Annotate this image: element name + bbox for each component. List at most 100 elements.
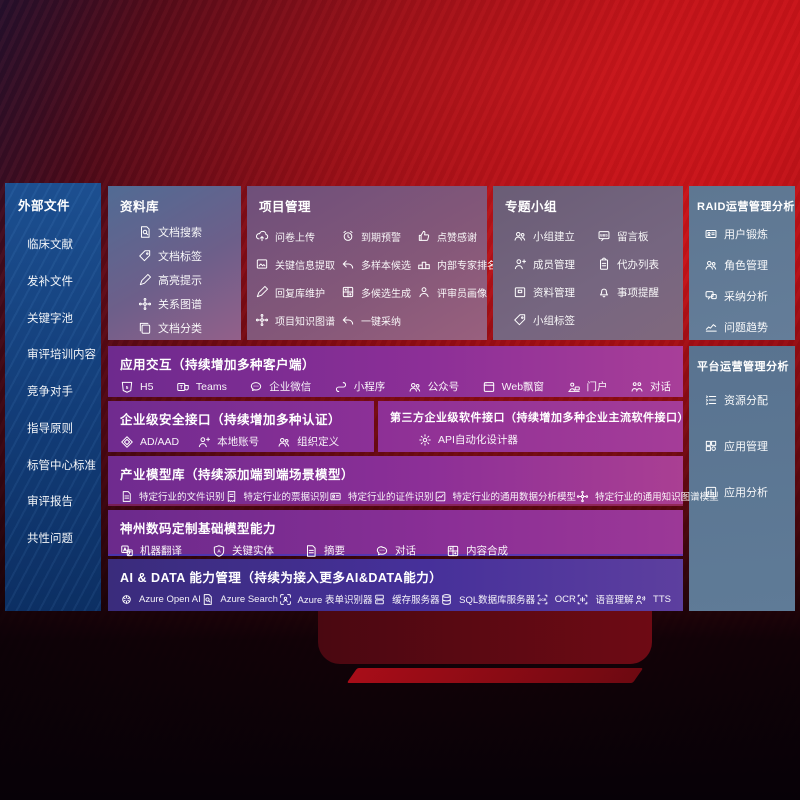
translate-icon	[120, 544, 134, 558]
feature-item[interactable]: 一键采纳	[341, 306, 411, 334]
feature-item[interactable]: 关系图谱	[138, 294, 241, 313]
feature-item[interactable]: 采纳分析	[704, 286, 795, 305]
item-label: 留言板	[617, 230, 649, 243]
feature-item[interactable]: 应用管理	[704, 436, 795, 455]
service-item[interactable]: Azure Search	[201, 593, 278, 606]
auth-item[interactable]: AD/AAD	[120, 435, 179, 449]
openai-icon	[120, 593, 133, 606]
chat-icon	[375, 544, 389, 558]
feature-item[interactable]: 资源分配	[704, 390, 795, 409]
sidebar-item[interactable]: 临床文献	[27, 236, 101, 252]
teams-icon	[176, 380, 190, 394]
feature-item[interactable]: 用户锻炼	[704, 224, 795, 243]
thumb-icon	[417, 229, 431, 243]
client-item[interactable]: Web飘窗	[482, 379, 544, 394]
feature-item[interactable]: 评审员画像	[417, 278, 497, 306]
item-label: 文档标签	[158, 250, 202, 263]
capability-item[interactable]: 摘要	[304, 543, 345, 558]
capability-item[interactable]: 内容合成	[446, 543, 508, 558]
tag-icon	[138, 249, 152, 263]
client-item[interactable]: 小程序	[334, 379, 386, 394]
model-item[interactable]: 特定行业的文件识别	[120, 489, 225, 503]
service-item[interactable]: 语音理解	[576, 592, 633, 606]
sidebar-item[interactable]: 关键字池	[27, 310, 101, 326]
capability-item[interactable]: 关键实体	[212, 543, 274, 558]
sidebar-item[interactable]: 竞争对手	[27, 383, 101, 399]
item-label: 项目知识图谱	[275, 316, 335, 328]
model-item[interactable]: 特定行业的通用数据分析模型	[434, 489, 576, 503]
feature-item[interactable]: 代办列表	[597, 250, 659, 278]
feature-item[interactable]: 留言板	[597, 222, 659, 250]
item-label: 小程序	[353, 381, 386, 393]
chatduo-icon	[630, 380, 644, 394]
feature-item[interactable]: 文档分类	[138, 318, 241, 337]
people-icon	[277, 435, 291, 449]
feature-item[interactable]: 回复库维护	[255, 278, 335, 306]
client-item[interactable]: 对话	[630, 379, 671, 394]
sidebar-item[interactable]: 标管中心标准	[27, 457, 101, 473]
feature-item[interactable]: 资料管理	[513, 278, 575, 306]
auth-item[interactable]: 本地账号	[197, 434, 259, 449]
item-label: 资料管理	[533, 286, 575, 299]
puzzle-icon	[341, 285, 355, 299]
feature-item[interactable]: 文档搜索	[138, 222, 241, 241]
client-item[interactable]: H5	[120, 380, 153, 394]
feature-item[interactable]: 点赞感谢	[417, 222, 497, 250]
sidebar-item[interactable]: 指导原则	[27, 420, 101, 436]
feature-item[interactable]: 角色管理	[704, 255, 795, 274]
feature-item[interactable]: 多候选生成	[341, 278, 411, 306]
sidebar-item[interactable]: 共性问题	[27, 530, 101, 546]
item-label: 标管中心标准	[27, 459, 96, 472]
db-icon	[440, 593, 453, 606]
person-icon	[417, 285, 431, 299]
tts-icon	[634, 593, 647, 606]
model-item[interactable]: 特定行业的证件识别	[329, 489, 434, 503]
sidebar-item[interactable]: 发补文件	[27, 273, 101, 289]
service-item[interactable]: Azure Open AI	[120, 593, 201, 606]
feature-item[interactable]: 应用分析	[704, 482, 795, 501]
feature-item[interactable]: 文档标签	[138, 246, 241, 265]
feature-item[interactable]: 成员管理	[513, 250, 575, 278]
client-item[interactable]: Teams	[176, 380, 227, 394]
capability-item[interactable]: 对话	[375, 543, 416, 558]
item-label: Teams	[195, 380, 227, 393]
service-item[interactable]: OCR	[536, 593, 576, 606]
service-item[interactable]: 缓存服务器	[373, 592, 440, 606]
item-label: 应用分析	[724, 486, 768, 499]
item-label: 应用管理	[724, 440, 768, 453]
graph-icon	[255, 313, 269, 327]
service-item[interactable]: Azure 表单识别器	[279, 592, 372, 606]
feature-item[interactable]: 高亮提示	[138, 270, 241, 289]
auth-item[interactable]: 组织定义	[277, 434, 339, 449]
bell-icon	[597, 285, 611, 299]
client-item[interactable]: 公众号	[408, 379, 459, 394]
capability-item[interactable]: 机器翻译	[120, 543, 182, 558]
model-item[interactable]: 特定行业的票据识别	[225, 489, 329, 503]
feature-item[interactable]: 问卷上传	[255, 222, 335, 250]
feature-item[interactable]: 小组标签	[513, 306, 575, 334]
feature-item[interactable]: 内部专家排名	[417, 250, 497, 278]
sidebar-item[interactable]: 审评培训内容	[27, 346, 101, 362]
feature-item[interactable]: 事项提醒	[597, 278, 659, 306]
tag-icon	[513, 313, 527, 327]
interface-item[interactable]: API自动化设计器	[418, 432, 518, 447]
feature-item[interactable]: 项目知识图谱	[255, 306, 335, 334]
feature-item[interactable]: 到期预警	[341, 222, 411, 250]
client-item[interactable]: 门户	[567, 379, 608, 394]
item-label: 采纳分析	[724, 290, 768, 303]
item-label: 特定行业的证件识别	[348, 492, 434, 503]
feature-item[interactable]: 多样本候选	[341, 250, 411, 278]
feature-item[interactable]: 关键信息提取	[255, 250, 335, 278]
chart-img-icon	[434, 490, 447, 503]
client-item[interactable]: 企业微信	[249, 379, 311, 394]
model-item[interactable]: 特定行业的通用知识图谱模型	[576, 489, 719, 503]
pen-icon	[255, 285, 269, 299]
service-item[interactable]: SQL数据库服务器	[440, 592, 535, 606]
item-label: 本地账号	[217, 436, 260, 448]
service-item[interactable]: TTS	[634, 593, 671, 606]
feature-item[interactable]: 小组建立	[513, 222, 575, 250]
feature-item[interactable]: 问题趋势	[704, 317, 795, 336]
sidebar-item[interactable]: 审评报告	[27, 493, 101, 509]
doc-icon	[120, 490, 133, 503]
